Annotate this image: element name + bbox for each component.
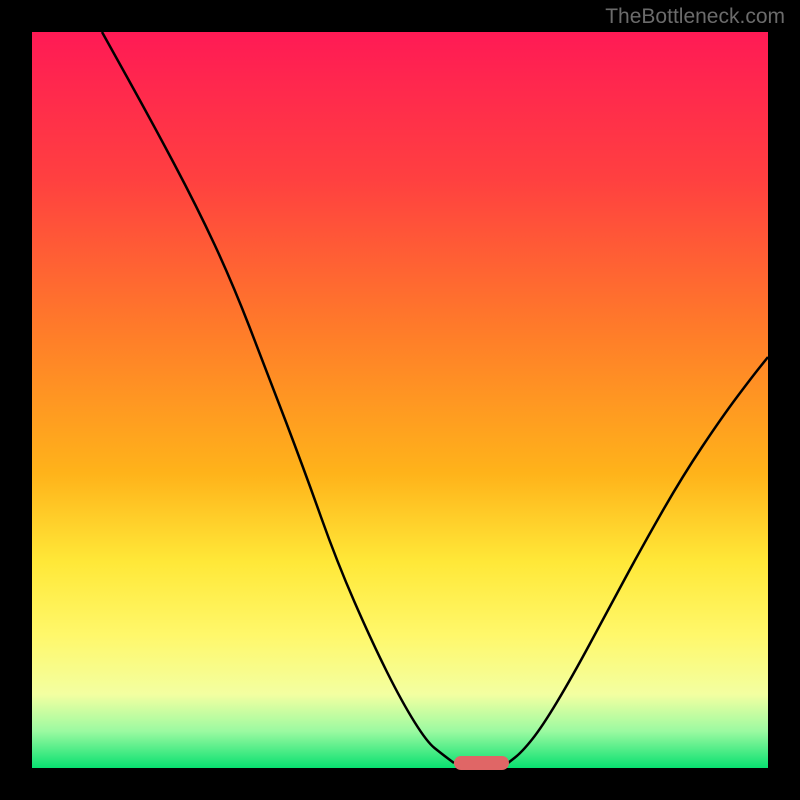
optimal-marker: [454, 756, 509, 770]
bottleneck-curve-left: [102, 32, 454, 763]
chart-plot-area: [32, 32, 768, 768]
bottleneck-curve-right: [508, 357, 768, 763]
watermark-text: TheBottleneck.com: [605, 5, 785, 29]
curve-layer: [32, 32, 768, 768]
